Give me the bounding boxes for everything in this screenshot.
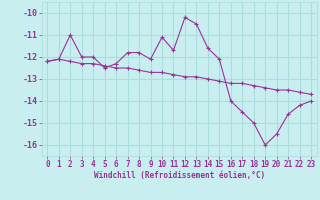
X-axis label: Windchill (Refroidissement éolien,°C): Windchill (Refroidissement éolien,°C) xyxy=(94,171,265,180)
